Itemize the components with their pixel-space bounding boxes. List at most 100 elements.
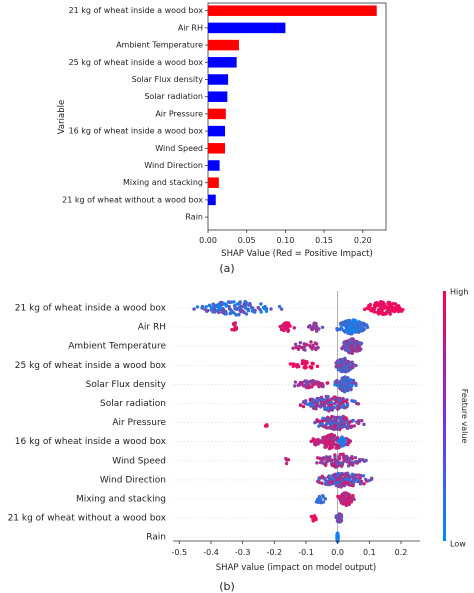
panel-a-x-tick-label: 0.00 bbox=[199, 236, 217, 245]
panel-b-point bbox=[288, 324, 292, 328]
panel-a-y-tick-label: 21 kg of wheat without a wood box bbox=[62, 195, 203, 204]
panel-b-point bbox=[348, 495, 353, 500]
panel-b-point bbox=[288, 362, 292, 366]
panel-b-x-tick-label: -0.5 bbox=[172, 548, 188, 557]
panel-b-point bbox=[330, 408, 334, 412]
panel-b-point bbox=[356, 341, 361, 345]
panel-b-point bbox=[319, 395, 324, 399]
panel-a-x-axis-label: SHAP Value (Red = Positive Impact) bbox=[221, 249, 373, 259]
panel-b-point bbox=[364, 477, 368, 482]
panel-b-point bbox=[341, 403, 346, 407]
panel-b-y-tick-label: Wind Speed bbox=[112, 456, 166, 466]
panel-b-point bbox=[348, 367, 352, 372]
panel-a-y-tick-label: Solar Flux density bbox=[132, 75, 204, 84]
panel-b-point bbox=[333, 420, 337, 425]
panel-b-point bbox=[327, 455, 331, 460]
panel-b-point bbox=[391, 306, 395, 311]
panel-b-point bbox=[345, 325, 350, 329]
panel-b-point bbox=[298, 341, 302, 345]
panel-b-point bbox=[324, 456, 329, 460]
panel-b-point bbox=[353, 319, 357, 324]
panel-b-point bbox=[200, 304, 205, 309]
panel-a-bar bbox=[208, 74, 229, 85]
panel-b-point bbox=[335, 462, 339, 466]
panel-b-point bbox=[364, 458, 368, 463]
panel-b-point bbox=[336, 477, 340, 482]
panel-b-point bbox=[345, 403, 350, 407]
panel-b-point bbox=[236, 313, 241, 317]
panel-b-point bbox=[325, 459, 330, 463]
panel-b-point bbox=[352, 339, 357, 344]
panel-b-point bbox=[302, 359, 306, 364]
panel-b-point bbox=[336, 367, 341, 372]
panel-b-point bbox=[357, 325, 361, 329]
panel-b-point bbox=[320, 325, 325, 329]
panel-b-y-tick-label: Ambient Temperature bbox=[68, 342, 166, 352]
panel-b-point bbox=[305, 342, 309, 347]
panel-b-point bbox=[344, 399, 348, 404]
panel-b-point bbox=[315, 324, 319, 329]
panel-b-point bbox=[387, 300, 392, 305]
panel-b-point bbox=[217, 310, 221, 315]
panel-b-point bbox=[293, 342, 298, 347]
panel-b-point bbox=[205, 308, 210, 313]
panel-b-point bbox=[242, 302, 246, 306]
panel-b-point bbox=[321, 403, 326, 408]
panel-b-point bbox=[303, 379, 307, 383]
panel-b-point bbox=[284, 461, 289, 466]
panel-b-point bbox=[346, 348, 351, 352]
panel-b-point bbox=[350, 399, 354, 403]
panel-b-point bbox=[341, 362, 346, 366]
panel-b-point bbox=[357, 347, 362, 352]
panel-b-y-tick-label: 25 kg of wheat inside a wood box bbox=[15, 361, 167, 371]
panel-b-point bbox=[337, 438, 342, 442]
panel-b-point bbox=[381, 303, 385, 307]
panel-b-x-tick-label: -0.3 bbox=[235, 548, 251, 557]
panel-b-point bbox=[239, 309, 243, 314]
panel-b-point bbox=[302, 342, 306, 346]
panel-b-point bbox=[308, 365, 313, 369]
panel-b-point bbox=[330, 441, 334, 446]
panel-b-point bbox=[341, 405, 346, 410]
panel-b-point bbox=[350, 457, 354, 461]
panel-b-point bbox=[331, 436, 336, 440]
panel-b-point bbox=[336, 405, 341, 409]
panel-b-point bbox=[317, 494, 322, 499]
panel-b-point bbox=[326, 436, 331, 440]
panel-b-point bbox=[309, 340, 313, 344]
panel-b-point bbox=[358, 482, 363, 486]
panel-b-point bbox=[343, 357, 347, 362]
panel-b-point bbox=[358, 321, 363, 325]
panel-b-point bbox=[334, 400, 339, 404]
panel-b-point bbox=[343, 321, 347, 325]
panel-b-point bbox=[351, 348, 356, 353]
panel-b-point bbox=[333, 458, 337, 462]
panel-a-bar bbox=[208, 143, 226, 154]
colorbar-title: Feature value bbox=[460, 389, 469, 444]
panel-b-point bbox=[363, 307, 367, 312]
panel-b-point bbox=[317, 439, 321, 443]
panel-b-point bbox=[234, 313, 238, 317]
panel-b-point bbox=[218, 306, 222, 310]
panel-b-point bbox=[348, 339, 352, 344]
panel-a-bar bbox=[208, 57, 237, 68]
panel-b-y-tick-label: Solar radiation bbox=[100, 399, 166, 409]
panel-a-bar bbox=[208, 108, 226, 120]
panel-b-point bbox=[346, 457, 350, 461]
panel-b-x-tick-label: 0.0 bbox=[331, 548, 344, 557]
panel-b-point bbox=[385, 310, 389, 314]
panel-b-y-tick-label: 21 kg of wheat without a wood box bbox=[8, 514, 167, 524]
panel-b-point bbox=[335, 415, 339, 420]
panel-b-point bbox=[343, 492, 347, 497]
panel-b-point bbox=[227, 304, 231, 309]
panel-b-point bbox=[315, 419, 320, 423]
panel-b-point bbox=[338, 474, 342, 479]
panel-b-point bbox=[396, 309, 401, 314]
panel-b-point bbox=[229, 300, 234, 304]
panel-b-point bbox=[342, 376, 347, 380]
panel-b-point bbox=[359, 341, 364, 346]
panel-b-point bbox=[321, 500, 325, 504]
panel-b-point bbox=[317, 499, 321, 504]
panel-b-point bbox=[324, 407, 328, 411]
panel-b-point bbox=[303, 348, 307, 352]
